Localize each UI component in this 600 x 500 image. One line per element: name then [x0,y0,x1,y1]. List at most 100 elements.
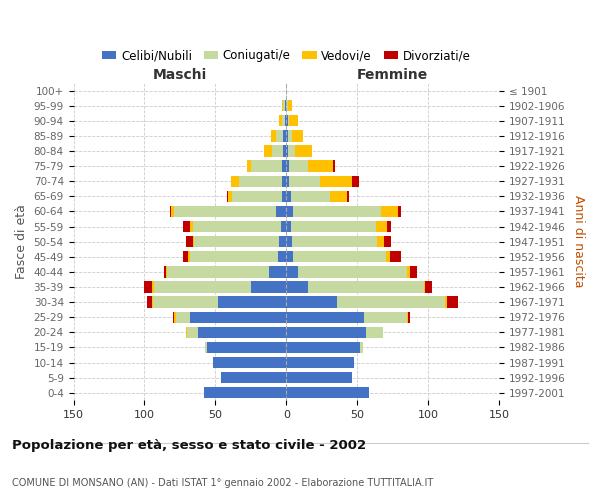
Bar [387,221,391,232]
Bar [386,251,390,262]
Bar [286,100,288,112]
Bar [286,342,360,353]
Bar [221,372,286,384]
Bar [286,282,308,292]
Bar [278,251,286,262]
Bar [445,296,446,308]
Bar [407,312,408,323]
Bar [376,221,387,232]
Bar [183,251,188,262]
Bar [283,146,286,156]
Bar [286,176,289,187]
Text: Popolazione per età, sesso e stato civile - 2002: Popolazione per età, sesso e stato civil… [12,440,366,452]
Bar [277,130,283,141]
Bar [277,206,286,217]
Bar [446,296,458,308]
Bar [227,190,228,202]
Bar [185,326,187,338]
Bar [172,206,174,217]
Bar [188,251,190,262]
Bar [152,296,153,308]
Bar [377,236,384,248]
Bar [190,221,193,232]
Bar [154,282,251,292]
Bar [147,296,152,308]
Bar [232,190,282,202]
Bar [290,190,330,202]
Bar [424,282,425,292]
Bar [285,115,286,126]
Bar [293,206,382,217]
Bar [145,282,152,292]
Bar [285,100,286,112]
Bar [183,221,190,232]
Bar [263,146,272,156]
Bar [185,236,193,248]
Bar [239,176,282,187]
Bar [330,190,347,202]
Bar [333,160,335,172]
Bar [174,312,176,323]
Bar [289,176,320,187]
Bar [288,146,295,156]
Bar [283,130,286,141]
Bar [352,176,359,187]
Bar [282,160,286,172]
Bar [251,160,282,172]
Bar [398,206,401,217]
Bar [170,206,172,217]
Bar [384,236,391,248]
Bar [152,282,154,292]
Bar [292,130,304,141]
Bar [298,266,407,278]
Bar [228,190,232,202]
Bar [290,221,376,232]
Bar [289,115,298,126]
Bar [207,342,286,353]
Bar [279,236,286,248]
Bar [187,326,199,338]
Bar [293,251,386,262]
Bar [382,206,398,217]
Bar [286,221,290,232]
Bar [364,312,407,323]
Legend: Celibi/Nubili, Coniugati/e, Vedovi/e, Divorziati/e: Celibi/Nubili, Coniugati/e, Vedovi/e, Di… [97,44,475,67]
Bar [288,100,292,112]
Text: Maschi: Maschi [153,68,207,82]
Bar [286,160,289,172]
Bar [164,266,166,278]
Bar [295,146,312,156]
Bar [173,312,174,323]
Bar [425,282,433,292]
Bar [282,176,286,187]
Bar [282,115,285,126]
Bar [174,206,277,217]
Bar [347,190,349,202]
Bar [176,312,190,323]
Bar [390,251,401,262]
Bar [408,312,410,323]
Bar [205,342,207,353]
Bar [286,190,290,202]
Bar [286,296,337,308]
Bar [190,312,286,323]
Bar [283,100,285,112]
Bar [218,296,286,308]
Text: COMUNE DI MONSANO (AN) - Dati ISTAT 1° gennaio 2002 - Elaborazione TUTTITALIA.IT: COMUNE DI MONSANO (AN) - Dati ISTAT 1° g… [12,478,433,488]
Bar [366,326,383,338]
Bar [286,251,293,262]
Y-axis label: Fasce di età: Fasce di età [15,204,28,279]
Bar [193,236,194,248]
Bar [286,387,368,398]
Bar [167,266,269,278]
Bar [286,236,292,248]
Bar [286,312,364,323]
Y-axis label: Anni di nascita: Anni di nascita [572,196,585,288]
Bar [251,282,286,292]
Bar [212,357,286,368]
Bar [292,236,377,248]
Bar [231,176,239,187]
Bar [269,266,286,278]
Bar [286,146,288,156]
Bar [282,100,283,112]
